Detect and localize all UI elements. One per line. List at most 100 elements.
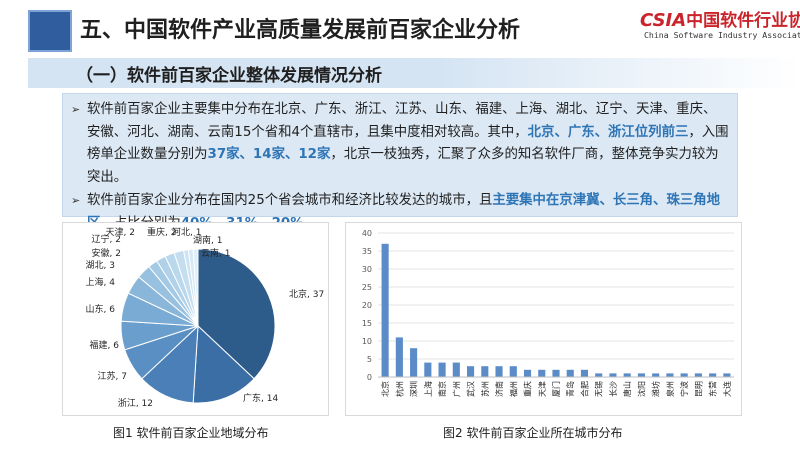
- bar-重庆: [523, 369, 532, 377]
- x-tick-label-天津: 天津: [537, 381, 547, 397]
- x-tick-label-重庆: 重庆: [523, 381, 533, 397]
- x-tick-label-深圳: 深圳: [409, 381, 419, 397]
- y-tick-label: 25: [362, 283, 372, 292]
- y-tick-label: 30: [362, 265, 372, 274]
- logo-subtext: China Software Industry Association: [644, 30, 800, 40]
- x-tick-label-上海: 上海: [423, 381, 433, 397]
- pie-label-河北: 河北, 1: [172, 226, 201, 238]
- summary-textbox: ➢ 软件前百家企业主要集中分布在北京、广东、浙江、江苏、山东、福建、上海、湖北、…: [62, 93, 738, 231]
- bar-南京: [438, 362, 446, 377]
- bar-合肥: [580, 369, 589, 377]
- y-tick-label: 10: [362, 337, 372, 346]
- y-tick-label: 40: [362, 229, 372, 238]
- para1-text-1: 软件前百家企业主要集中分布在北京、广东、浙江、江苏、山东、福建、上海、湖北、辽宁…: [87, 102, 717, 140]
- x-tick-label-厦门: 厦门: [551, 381, 561, 397]
- pie-label-安徽: 安徽, 2: [92, 247, 121, 259]
- arrow-bullet-icon: ➢: [71, 103, 81, 116]
- x-tick-label-合肥: 合肥: [579, 381, 589, 397]
- bar-泉州: [666, 373, 674, 377]
- bar-唐山: [623, 373, 631, 377]
- x-tick-label-福州: 福州: [509, 381, 518, 397]
- pie-slice-北京: [197, 248, 276, 380]
- pie-chart: 北京, 37 广东, 14 浙江, 12 江苏, 7 福建, 6 山东, 6 上海, 4 湖北…: [86, 226, 325, 409]
- logo-mark: CSIA: [640, 10, 687, 31]
- x-tick-label-杭州: 杭州: [394, 381, 404, 397]
- bar-天津: [538, 369, 546, 377]
- bar-苏州: [481, 366, 489, 377]
- bar-大连: [723, 373, 731, 377]
- x-tick-label-武汉: 武汉: [466, 381, 476, 397]
- bar-chart-panel: 0 5 10 15 20 25 30 35 40 北京 杭州 深圳 上海 南京 广州 武汉 苏州 济南 福州 重庆 天津…: [345, 222, 742, 416]
- logo-main-text: CSIA中国软件行业协会: [640, 6, 800, 31]
- bar-北京: [381, 243, 389, 377]
- x-tick-label-泉州: 泉州: [665, 381, 675, 397]
- x-tick-label-济南: 济南: [494, 381, 504, 397]
- subtitle-band-fade: [440, 58, 800, 88]
- y-tick-label: 20: [362, 301, 372, 310]
- para1-highlight-2: 37家、14家、12家: [207, 147, 331, 162]
- pie-label-广东: 广东, 14: [243, 392, 278, 404]
- para1-highlight-1: 北京、广东、浙江位列前三: [527, 124, 689, 140]
- x-tick-label-苏州: 苏州: [480, 381, 490, 397]
- bar-无锡: [595, 373, 603, 377]
- para1-text-2: ，入围榜单企业数量分别为: [87, 124, 729, 163]
- bar-广州: [452, 362, 460, 377]
- bar-深圳: [410, 348, 418, 377]
- bar-杭州: [395, 337, 403, 377]
- x-tick-label-宁波: 宁波: [679, 381, 689, 397]
- figure1-caption: 图1 软件前百家企业地域分布: [113, 426, 269, 440]
- bar-潍坊: [652, 373, 660, 377]
- csia-logo: CSIA中国软件行业协会 China Software Industry Ass…: [640, 6, 800, 46]
- bar-长沙: [609, 373, 617, 377]
- pie-label-福建: 福建, 6: [90, 339, 120, 351]
- page-title: 五、中国软件产业高质量发展前百家企业分析: [80, 18, 521, 43]
- y-tick-label: 0: [367, 373, 372, 382]
- bar-福州: [509, 366, 517, 377]
- pie-label-上海: 上海, 4: [86, 276, 116, 288]
- bullet-paragraph-1: ➢ 软件前百家企业主要集中分布在北京、广东、浙江、江苏、山东、福建、上海、湖北、…: [71, 99, 729, 189]
- pie-label-天津: 天津, 2: [106, 227, 135, 238]
- x-tick-label-东营: 东营: [708, 381, 718, 397]
- x-tick-label-潍坊: 潍坊: [651, 381, 661, 397]
- figure2-caption: 图2 软件前百家企业所在城市分布: [443, 426, 623, 440]
- para1-text-3: ，北京一枝独秀，汇聚了众多的知名软件厂商，整体竞争实力较为突出。: [87, 147, 719, 185]
- pie-label-湖南: 湖南, 1: [193, 234, 222, 246]
- x-tick-label-沈阳: 沈阳: [636, 381, 646, 397]
- section-subtitle: （一）软件前百家企业整体发展情况分析: [76, 66, 382, 86]
- bar-宁波: [680, 373, 688, 377]
- bar-沈阳: [637, 373, 645, 377]
- pie-label-云南: 云南, 1: [201, 247, 230, 259]
- x-tick-label-北京: 北京: [380, 381, 390, 397]
- logo-name: 中国软件行业协会: [686, 11, 800, 31]
- header-decoration-square: [28, 10, 72, 52]
- pie-label-江苏: 江苏, 7: [98, 370, 127, 382]
- bar-chart: 0 5 10 15 20 25 30 35 40 北京 杭州 深圳 上海 南京 广州 武汉 苏州 济南 福州 重庆 天津…: [362, 229, 734, 397]
- pie-chart-panel: 北京, 37 广东, 14 浙江, 12 江苏, 7 福建, 6 山东, 6 上海, 4 湖北…: [62, 222, 329, 416]
- y-tick-label: 15: [362, 319, 372, 328]
- bar-厦门: [552, 369, 560, 377]
- x-tick-label-广州: 广州: [451, 381, 461, 397]
- y-tick-label: 5: [367, 355, 372, 364]
- pie-label-辽宁: 辽宁, 2: [92, 233, 121, 245]
- pie-label-北京: 北京, 37: [289, 288, 324, 300]
- bar-济南: [495, 366, 503, 377]
- x-tick-label-长沙: 长沙: [608, 381, 618, 397]
- subtitle-band: [28, 58, 440, 88]
- bar-东营: [709, 373, 717, 377]
- x-tick-label-无锡: 无锡: [595, 381, 604, 397]
- bar-上海: [424, 362, 432, 377]
- bar-昆明: [694, 373, 702, 377]
- pie-label-湖北: 湖北, 3: [86, 260, 115, 271]
- y-tick-label: 35: [362, 247, 372, 256]
- x-tick-label-唐山: 唐山: [622, 381, 632, 397]
- pie-slice-广东: [192, 324, 255, 404]
- pie-label-山东: 山东, 6: [86, 303, 116, 315]
- x-tick-label-大连: 大连: [722, 381, 732, 397]
- pie-slice-云南: [192, 248, 199, 327]
- pie-label-浙江: 浙江, 12: [118, 397, 153, 409]
- para2-text-1: 软件前百家企业分布在国内25个省会城市和经济比较发达的城市，且: [87, 193, 493, 208]
- pie-label-重庆: 重庆, 2: [147, 226, 176, 238]
- x-tick-label-青岛: 青岛: [565, 381, 575, 397]
- bar-青岛: [566, 369, 574, 377]
- bar-武汉: [467, 366, 475, 377]
